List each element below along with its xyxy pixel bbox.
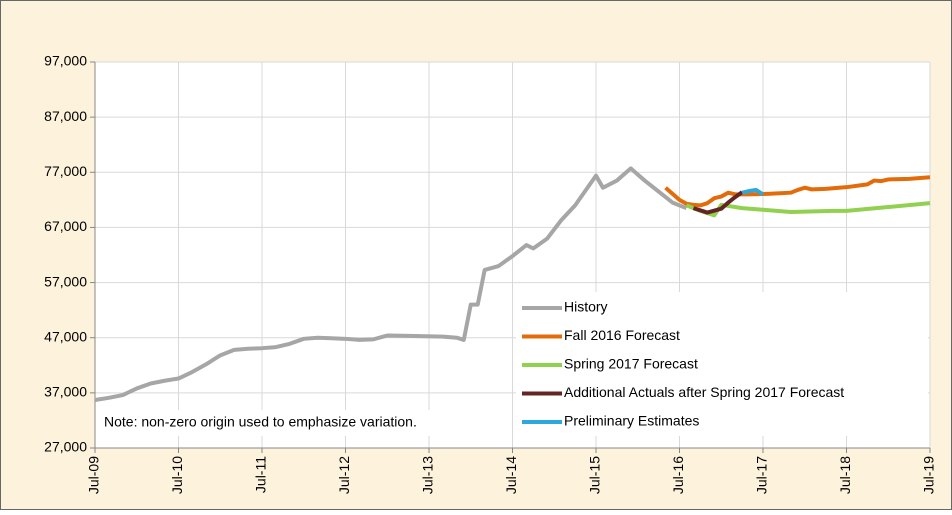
x-tick-label: Jul-12: [336, 456, 352, 494]
x-tick-label: Jul-14: [503, 456, 519, 494]
legend-label: Additional Actuals after Spring 2017 For…: [564, 384, 844, 400]
y-tick-label: 37,000: [44, 384, 87, 400]
x-tick-label: Jul-19: [921, 456, 937, 494]
x-tick-label: Jul-18: [837, 456, 853, 494]
series-line: [741, 187, 765, 197]
note-box: [98, 410, 486, 436]
x-tick-label: Jul-10: [169, 456, 185, 494]
legend-label: Fall 2016 Forecast: [564, 327, 680, 343]
x-tick-label: Jul-17: [754, 456, 770, 494]
lines: [94, 166, 931, 403]
x-tick-label: Jul-16: [670, 456, 686, 494]
legend-label: History: [564, 299, 608, 315]
y-tick-label: 57,000: [44, 273, 87, 289]
x-tick-label: Jul-15: [587, 456, 603, 494]
y-tick-label: 47,000: [44, 328, 87, 344]
y-tick-label: 97,000: [44, 53, 87, 69]
series-line: [664, 175, 931, 208]
legend: [516, 292, 928, 436]
x-tick-label: Jul-09: [86, 456, 102, 494]
y-tick-label: 67,000: [44, 218, 87, 234]
legend-items: History Fall 2016 Forecast Spring 2017 For…: [522, 299, 844, 429]
y-tick-label: 27,000: [44, 439, 87, 455]
x-tick-label: Jul-11: [253, 456, 269, 493]
legend-label: Spring 2017 Forecast: [564, 356, 698, 372]
y-tick-label: 87,000: [44, 108, 87, 124]
x-tick-label: Jul-13: [420, 456, 436, 494]
annotation: Note: non-zero origin used to emphasize …: [104, 414, 417, 430]
legend-label: Preliminary Estimates: [564, 413, 699, 429]
series-line: [692, 190, 744, 215]
y-tick-label: 77,000: [44, 163, 87, 179]
grid: 27,000 37,000 47,000 57,000 67,000 77,000 87,0…: [44, 53, 937, 494]
series-line: [94, 166, 688, 403]
